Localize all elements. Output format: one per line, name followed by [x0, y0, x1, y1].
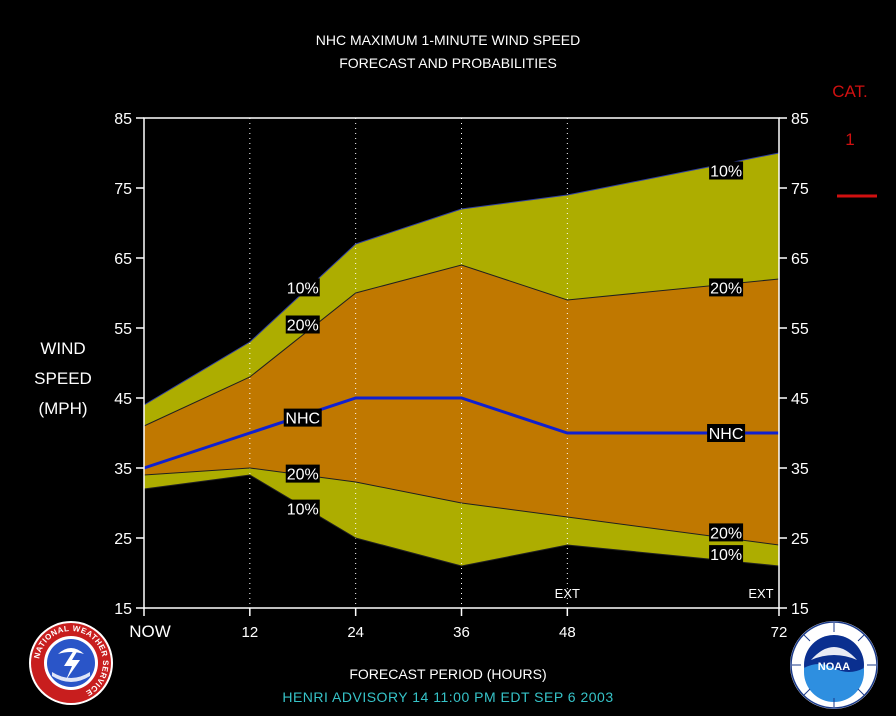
annotation-background — [709, 278, 744, 297]
inner-probability-band — [144, 265, 779, 545]
y-tick-label-right: 35 — [791, 461, 809, 478]
y-tick-label-right: 65 — [791, 251, 809, 268]
annotation-label: 10% — [287, 280, 319, 297]
series-annotation: 10% — [285, 499, 320, 519]
series-annotation: 20% — [709, 278, 744, 297]
y-tick-label-left: 55 — [114, 321, 132, 338]
y-tick-label-right: 55 — [791, 321, 809, 338]
annotation-label: 10% — [710, 547, 742, 564]
y-tick-label-right: 25 — [791, 531, 809, 548]
chart-subtitle: FORECAST AND PROBABILITIES — [339, 55, 557, 71]
series-annotation: 20% — [285, 315, 320, 335]
annotation-background — [285, 499, 320, 518]
x-axis-label: FORECAST PERIOD (HOURS) — [349, 666, 547, 682]
y-tick-label-right: 15 — [791, 601, 809, 618]
series-line-upper_20 — [143, 264, 780, 427]
y-tick-label-left: 15 — [114, 601, 132, 618]
y-tick-label-left: 35 — [114, 461, 132, 478]
annotation-background — [709, 523, 744, 542]
y-axis-label-line-3: (MPH) — [38, 399, 88, 418]
x-tick-label: 36 — [453, 624, 470, 641]
annotation-label: 20% — [287, 318, 319, 335]
svg-text:NOAA: NOAA — [818, 661, 850, 673]
y-axis-label-line-2: SPEED — [34, 369, 92, 388]
annotation-background — [709, 161, 744, 180]
y-tick-label-left: 45 — [114, 391, 132, 408]
annotation-background — [285, 464, 320, 483]
nws-logo-icon: NATIONAL WEATHER SERVICE — [29, 621, 113, 705]
advisory-text: HENRI ADVISORY 14 11:00 PM EDT SEP 6 200… — [282, 689, 614, 705]
series-line-lower_10 — [143, 474, 780, 567]
x-tick-label: 72 — [771, 624, 788, 641]
y-tick-label-left: 25 — [114, 531, 132, 548]
annotation-label: 20% — [710, 525, 742, 542]
x-tick-label: 12 — [241, 624, 258, 641]
annotation-background — [283, 408, 322, 427]
y-axis-label-line-1: WIND — [40, 339, 86, 358]
annotation-label: 10% — [710, 164, 742, 181]
annotation-label: NHC — [709, 426, 744, 443]
annotation-label: 20% — [710, 280, 742, 297]
series-annotation: 10% — [285, 278, 320, 297]
series-annotation: 20% — [709, 523, 744, 542]
x-tick-label: 24 — [347, 624, 364, 641]
annotation-background — [707, 424, 746, 442]
y-tick-label-left: 85 — [114, 111, 132, 128]
category-label: CAT. — [832, 82, 868, 101]
annotation-label: NHC — [285, 411, 320, 428]
series-line-nhc — [143, 396, 779, 470]
ext-label: EXT — [555, 586, 580, 601]
y-tick-label-left: 75 — [114, 181, 132, 198]
series-line-lower_20 — [143, 467, 780, 546]
annotation-label: 20% — [287, 467, 319, 484]
annotation-label: 10% — [287, 502, 319, 519]
series-annotation: 20% — [285, 464, 320, 484]
series-annotation: NHC — [707, 424, 746, 443]
series-annotation: NHC — [283, 408, 322, 428]
y-tick-label-right: 75 — [791, 181, 809, 198]
ext-label: EXT — [748, 586, 773, 601]
annotation-background — [709, 545, 744, 564]
annotation-background — [285, 278, 320, 297]
x-tick-label: NOW — [129, 622, 171, 641]
y-tick-label-left: 65 — [114, 251, 132, 268]
series-annotation: 10% — [709, 161, 744, 181]
y-tick-label-right: 45 — [791, 391, 809, 408]
x-tick-label: 48 — [559, 624, 576, 641]
category-value: 1 — [845, 130, 855, 149]
noaa-logo-icon: NOAA — [790, 621, 878, 709]
series-annotation: 10% — [709, 545, 744, 564]
annotation-background — [285, 315, 320, 334]
chart-title: NHC MAXIMUM 1-MINUTE WIND SPEED — [315, 32, 581, 48]
y-tick-label-right: 85 — [791, 111, 809, 128]
series-line-upper_10 — [143, 152, 780, 406]
